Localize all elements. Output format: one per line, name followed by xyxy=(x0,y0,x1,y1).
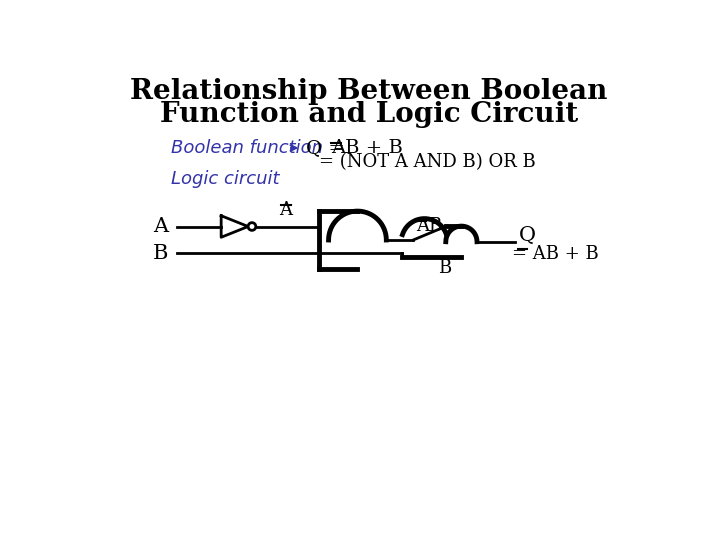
Text: Relationship Between Boolean: Relationship Between Boolean xyxy=(130,78,608,105)
Text: Q: Q xyxy=(518,226,536,245)
Text: B: B xyxy=(438,259,451,277)
Text: Q =: Q = xyxy=(306,139,345,157)
Text: AB: AB xyxy=(416,217,443,235)
Text: = AB + B: = AB + B xyxy=(513,245,599,263)
Circle shape xyxy=(248,222,256,231)
Text: AB + B: AB + B xyxy=(331,139,403,157)
Text: Boolean function: Boolean function xyxy=(171,139,323,157)
Text: A: A xyxy=(279,200,292,219)
Text: A: A xyxy=(153,217,168,236)
Text: = (NOT A AND B) OR B: = (NOT A AND B) OR B xyxy=(319,153,536,171)
Text: Logic circuit: Logic circuit xyxy=(171,170,279,188)
Text: B: B xyxy=(153,244,168,263)
Text: Function and Logic Circuit: Function and Logic Circuit xyxy=(160,100,578,127)
